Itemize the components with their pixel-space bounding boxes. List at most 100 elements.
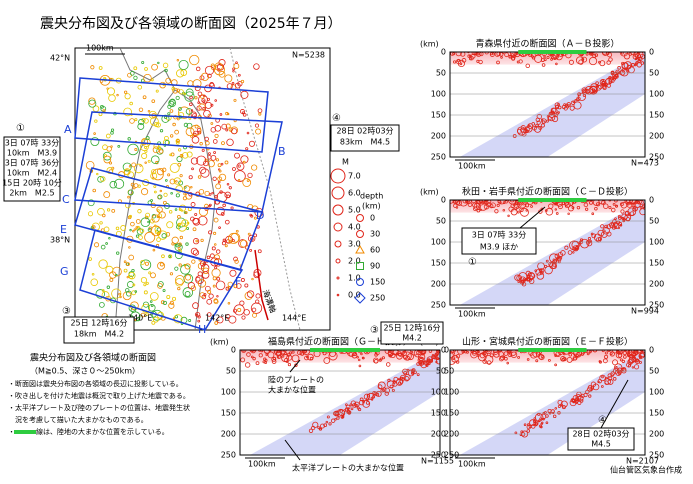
hypocenter-dot — [453, 60, 457, 64]
epicenter-dot — [190, 202, 196, 207]
epicenter-dot — [91, 272, 95, 276]
hypocenter-dot — [483, 204, 490, 210]
epicenter-dot — [101, 289, 105, 292]
epicenter-dot — [231, 82, 235, 85]
depth-tick-label: 100 — [431, 238, 446, 247]
epicenter-dot — [178, 148, 182, 152]
epicenter-dot — [206, 298, 213, 305]
hypocenter-dot — [602, 82, 607, 87]
epicenter-dot — [201, 148, 205, 152]
hypocenter-dot — [381, 356, 385, 360]
legend-size-label: 6.0 — [348, 189, 361, 198]
epicenter-dot — [216, 295, 219, 298]
hypocenter-dot — [600, 231, 608, 238]
epicenter-dot — [217, 163, 222, 168]
section-panel: 0 0 50 50 100 100 150 150 200 200 250 250 秋田・岩手県付近の断… — [420, 186, 664, 319]
section-label: G — [60, 265, 69, 278]
epicenter-dot — [169, 178, 176, 185]
hypocenter-dot — [588, 394, 592, 398]
hypocenter-dot — [387, 378, 391, 383]
epicenter-dot — [191, 259, 196, 264]
epicenter-dot — [253, 271, 260, 279]
lat-label: 38°N — [50, 236, 70, 245]
epicenter-dot — [246, 290, 255, 298]
callout-text: 10km M3.9 — [7, 149, 57, 158]
depth-tick-label: 200 — [431, 132, 446, 141]
hypocenter-dot — [621, 359, 625, 364]
depth-tick-label: 50 — [444, 367, 454, 376]
hypocenter-dot — [485, 350, 492, 355]
hypocenter-dot — [359, 397, 364, 402]
epicenter-dot — [148, 271, 152, 275]
hypocenter-dot — [586, 352, 590, 356]
hypocenter-dot — [455, 52, 462, 57]
hypocenter-dot — [471, 350, 477, 356]
hypocenter-dot — [362, 400, 371, 408]
hypocenter-dot — [361, 356, 365, 360]
depth-tick-label: 0 — [444, 346, 449, 355]
annotation: 25日 12時16分 — [383, 324, 440, 333]
epicenter-dot — [175, 275, 185, 285]
epicenter-dot — [170, 152, 175, 157]
hypocenter-dot — [608, 57, 613, 62]
epicenter-dot — [178, 208, 182, 211]
callout-text: 10km M2.4 — [7, 169, 57, 178]
hypocenter-dot — [467, 202, 473, 207]
hypocenter-dot — [476, 354, 480, 357]
hypocenter-dot — [617, 372, 621, 375]
hypocenter-dot — [550, 107, 557, 114]
epicenter-dot — [149, 300, 153, 303]
section-label: B — [278, 145, 286, 158]
callout-box — [63, 316, 135, 344]
hypocenter-dot — [451, 356, 456, 360]
section-title: 福島県付近の断面図（Ｇ－Ｈ投影） — [268, 336, 412, 348]
epicenter-dot — [114, 178, 125, 189]
hypocenter-dot — [476, 205, 480, 209]
hypocenter-dot — [600, 385, 604, 388]
epicenter-dot — [94, 119, 98, 123]
epicenter-dot — [192, 249, 200, 256]
hypocenter-dot — [636, 200, 643, 205]
hypocenter-dot — [498, 351, 504, 357]
hypocenter-dot — [590, 232, 594, 236]
epicenter-dot — [168, 302, 175, 309]
hypocenter-dot — [544, 265, 553, 275]
epicenter-dot — [116, 93, 119, 97]
epicenter-dot — [133, 183, 139, 188]
epicenter-dot — [234, 170, 246, 182]
hypocenter-dot — [479, 353, 486, 359]
epicenter-dot — [179, 154, 184, 158]
epicenter-dot — [135, 234, 140, 238]
hypocenter-dot — [436, 350, 440, 354]
epicenter-dot — [184, 291, 191, 297]
epicenter-dot — [135, 226, 138, 229]
epicenter-dot — [258, 112, 262, 116]
epicenter-dot — [136, 228, 144, 235]
epicenter-dot — [106, 167, 114, 174]
depth-tick-label: 100 — [431, 90, 446, 99]
epicenter-dot — [145, 136, 150, 141]
epicenter-dot — [152, 248, 156, 252]
epicenter-dot — [140, 312, 146, 318]
coast — [85, 48, 301, 330]
epicenter-dot — [122, 162, 132, 172]
epicenter-dot — [111, 208, 116, 213]
hypocenter-dot — [586, 240, 593, 247]
hypocenter-dot — [317, 426, 321, 430]
hypocenter-dot — [555, 212, 559, 215]
epicenter-dot — [186, 122, 193, 129]
hypocenter-dot — [590, 83, 599, 92]
hypocenter-dot — [525, 125, 533, 133]
hypocenter-dot — [455, 58, 462, 65]
epicenter-dot — [140, 260, 145, 265]
epicenter-dot — [134, 148, 138, 152]
pacific-plate — [250, 350, 440, 455]
epicenter-dot — [109, 180, 118, 189]
epicenter-dot — [200, 168, 210, 178]
depth-tick-label: 150 — [649, 409, 664, 418]
epicenter-dot — [147, 109, 151, 113]
epicenter-dot — [235, 61, 238, 64]
hypocenter-dot — [568, 59, 574, 65]
epicenter-dot — [162, 62, 169, 69]
annotation: 太平洋プレートの大まかな位置 — [292, 463, 404, 473]
